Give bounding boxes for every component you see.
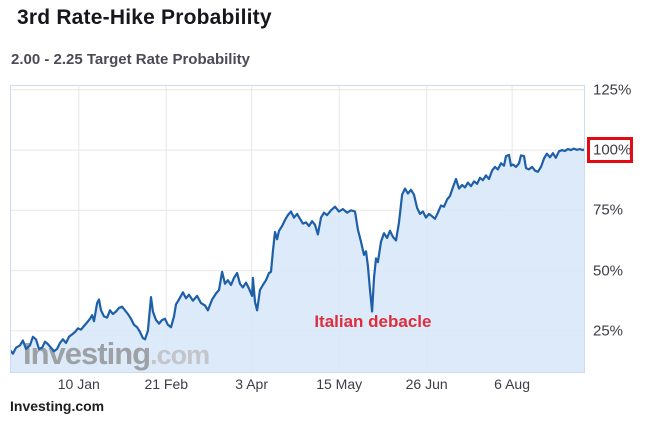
- probability-chart[interactable]: Investing.com: [10, 85, 585, 373]
- highlight-box: [587, 137, 633, 164]
- y-axis-label: 75%: [593, 201, 624, 219]
- x-axis-label: 6 Aug: [494, 376, 530, 392]
- y-axis-label: 50%: [593, 262, 624, 280]
- y-axis-label: 25%: [593, 322, 624, 340]
- annotation-italian-debacle: Italian debacle: [314, 312, 432, 332]
- plot-border: [10, 85, 585, 373]
- x-axis-label: 26 Jun: [405, 376, 448, 392]
- watermark-text: Investing.com: [23, 336, 209, 371]
- y-axis-label: 100%: [593, 141, 632, 159]
- x-axis-label: 3 Apr: [235, 376, 269, 392]
- x-axis-label: 21 Feb: [144, 376, 189, 392]
- source-credit: Investing.com: [10, 398, 105, 414]
- y-axis-label: 125%: [593, 81, 632, 99]
- page-title: 3rd Rate-Hike Probability: [17, 6, 272, 29]
- x-axis-label: 10 Jan: [57, 376, 100, 392]
- line-series: [10, 147, 585, 355]
- x-axis-label: 15 May: [316, 376, 363, 392]
- page-subtitle: 2.00 - 2.25 Target Rate Probability: [11, 51, 250, 68]
